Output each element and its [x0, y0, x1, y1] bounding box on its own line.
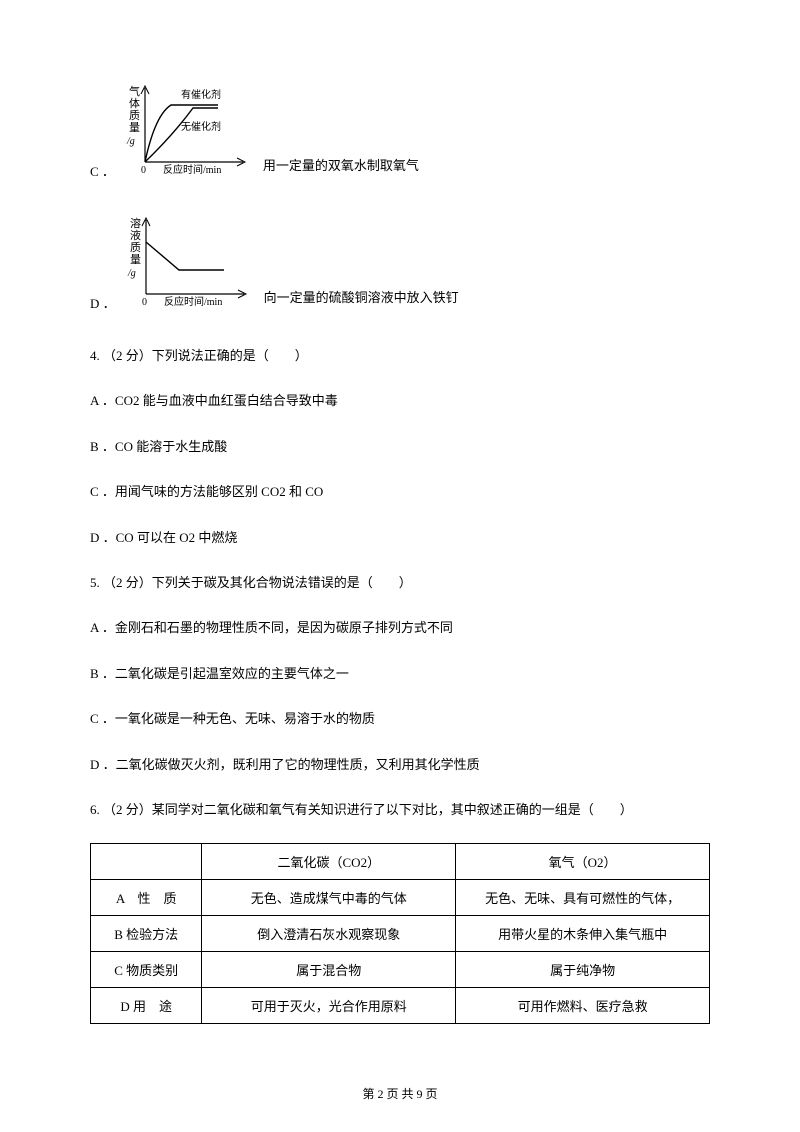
- table-cell: 可用作燃料、医疗急救: [456, 988, 710, 1024]
- table-header-0: [91, 844, 202, 880]
- graph-d-curve: [146, 242, 224, 270]
- q4-option-c: C ．用闻气味的方法能够区别 CO2 和 CO: [90, 480, 710, 503]
- graph-c-line2-label: 无催化剂: [181, 120, 221, 133]
- graph-d-origin: 0: [142, 297, 147, 308]
- graph-c-line1-label: 有催化剂: [181, 88, 221, 101]
- graph-c-curve-no-catalyst: [145, 108, 218, 162]
- graph-d-xlabel: 反应时间/min: [164, 295, 222, 308]
- graph-c-curve-catalyst: [145, 105, 218, 162]
- graph-c-ylabel-4: 量: [129, 121, 140, 134]
- table-cell: B 检验方法: [91, 916, 202, 952]
- graph-c-xlabel: 反应时间/min: [163, 163, 221, 176]
- table-cell: 无色、无味、具有可燃性的气体，: [456, 880, 710, 916]
- graph-c: 气 体 质 量 /g 有催化剂 无催化剂 0 反应时间/min: [123, 80, 253, 184]
- table-cell: 可用于灭火，光合作用原料: [202, 988, 456, 1024]
- graph-d: 溶 液 质 量 /g 0 反应时间/min: [124, 212, 254, 316]
- q4-option-b: B ．CO 能溶于水生成酸: [90, 435, 710, 458]
- option-d-row: D ． 溶 液 质 量 /g 0 反应时间/min 向一定量的硫酸铜溶液中放入铁…: [90, 212, 710, 316]
- table-cell: C 物质类别: [91, 952, 202, 988]
- graph-c-ylabel-2: 体: [129, 96, 140, 110]
- table-cell: 倒入澄清石灰水观察现象: [202, 916, 456, 952]
- graph-c-ylabel-3: 质: [129, 109, 140, 122]
- table-cell: 用带火星的木条伸入集气瓶中: [456, 916, 710, 952]
- option-c-caption: 用一定量的双氧水制取氧气: [263, 155, 419, 184]
- table-row: C 物质类别 属于混合物 属于纯净物: [91, 952, 710, 988]
- q4-option-a: A ．CO2 能与血液中血红蛋白结合导致中毒: [90, 389, 710, 412]
- graph-d-ylabel-2: 液: [130, 228, 141, 242]
- graph-c-yunit: /g: [126, 136, 135, 147]
- table-header-1: 二氧化碳（CO2）: [202, 844, 456, 880]
- table-cell: 属于纯净物: [456, 952, 710, 988]
- q6-table: 二氧化碳（CO2） 氧气（O2） A 性 质 无色、造成煤气中毒的气体 无色、无…: [90, 843, 710, 1024]
- table-cell: A 性 质: [91, 880, 202, 916]
- table-cell: 属于混合物: [202, 952, 456, 988]
- q5-option-b: B ．二氧化碳是引起温室效应的主要气体之一: [90, 662, 710, 685]
- table-header-row: 二氧化碳（CO2） 氧气（O2）: [91, 844, 710, 880]
- graph-d-ylabel-1: 溶: [130, 216, 141, 230]
- q6-stem: 6. （2 分）某同学对二氧化碳和氧气有关知识进行了以下对比，其中叙述正确的一组…: [90, 798, 710, 821]
- option-d-caption: 向一定量的硫酸铜溶液中放入铁钉: [264, 287, 459, 316]
- option-d-label: D ．: [90, 293, 116, 316]
- graph-c-origin: 0: [141, 165, 146, 176]
- table-cell: 无色、造成煤气中毒的气体: [202, 880, 456, 916]
- q5-option-c: C ．一氧化碳是一种无色、无味、易溶于水的物质: [90, 707, 710, 730]
- table-cell: D 用 途: [91, 988, 202, 1024]
- q5-option-a: A ．金刚石和石墨的物理性质不同，是因为碳原子排列方式不同: [90, 616, 710, 639]
- graph-d-ylabel-4: 量: [130, 253, 141, 266]
- graph-c-ylabel-1: 气: [129, 84, 140, 98]
- option-c-label: C ．: [90, 161, 115, 184]
- table-header-2: 氧气（O2）: [456, 844, 710, 880]
- table-row: A 性 质 无色、造成煤气中毒的气体 无色、无味、具有可燃性的气体，: [91, 880, 710, 916]
- option-c-row: C ． 气 体 质 量 /g 有催化剂 无催化剂 0 反应时间/min 用一定量…: [90, 80, 710, 184]
- q5-stem: 5. （2 分）下列关于碳及其化合物说法错误的是（ ）: [90, 571, 710, 594]
- q4-option-d: D ．CO 可以在 O2 中燃烧: [90, 526, 710, 549]
- graph-d-yunit: /g: [127, 268, 136, 279]
- q5-option-d: D ．二氧化碳做灭火剂，既利用了它的物理性质，又利用其化学性质: [90, 753, 710, 776]
- table-row: D 用 途 可用于灭火，光合作用原料 可用作燃料、医疗急救: [91, 988, 710, 1024]
- table-row: B 检验方法 倒入澄清石灰水观察现象 用带火星的木条伸入集气瓶中: [91, 916, 710, 952]
- page-footer: 第 2 页 共 9 页: [0, 1085, 800, 1102]
- graph-d-ylabel-3: 质: [130, 241, 141, 254]
- q4-stem: 4. （2 分）下列说法正确的是（ ）: [90, 344, 710, 367]
